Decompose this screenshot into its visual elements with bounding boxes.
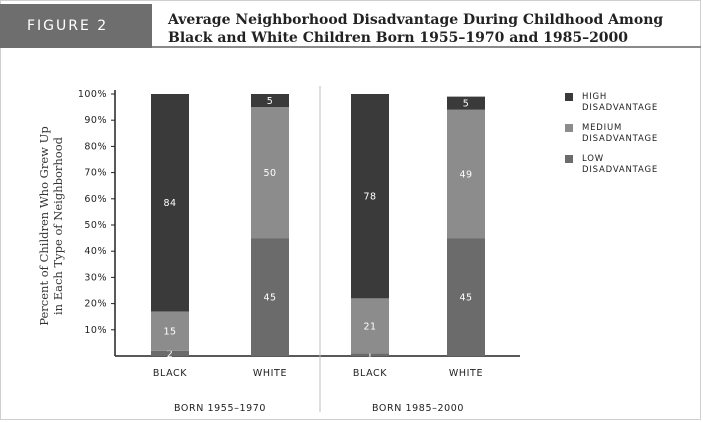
legend-item-high: HIGH DISADVANTAGE: [565, 92, 700, 114]
bar-data-label: 5: [267, 96, 274, 107]
bar-data-label: 15: [163, 327, 176, 338]
y-tick-label: 40%: [84, 246, 107, 257]
legend-item-low: LOW DISADVANTAGE: [565, 154, 700, 176]
bar-data-label: 5: [463, 99, 470, 110]
bar-segment: [251, 238, 289, 356]
x-group-label: BORN 1985–2000: [372, 403, 464, 414]
bar-data-label: 50: [263, 168, 276, 179]
bar-data-label: 78: [363, 192, 376, 203]
y-axis-title: Percent of Children Who Grew Upin Each T…: [37, 126, 65, 325]
y-tick-label: 100%: [78, 89, 107, 100]
y-tick-label: 90%: [84, 115, 107, 126]
bar-segment: [251, 107, 289, 239]
x-group-label: BORN 1955–1970: [174, 403, 266, 414]
header-rule: [152, 46, 701, 48]
bar-segment: [151, 350, 189, 356]
x-category-label: BLACK: [353, 368, 387, 379]
y-tick-label: 70%: [84, 168, 107, 179]
legend-swatch-low: [565, 155, 573, 163]
legend-swatch-high: [565, 93, 573, 101]
y-tick-label: 20%: [84, 299, 107, 310]
bar-segment: [351, 94, 389, 299]
bar-data-label: 45: [263, 293, 276, 304]
x-category-label: WHITE: [253, 368, 287, 379]
bar-segment: [447, 109, 485, 239]
bar-segment: [151, 94, 189, 312]
x-category-label: WHITE: [449, 368, 483, 379]
bar-data-label: 2: [167, 349, 174, 360]
bar-segment: [251, 94, 289, 108]
bar-segment: [351, 353, 389, 356]
legend: HIGH DISADVANTAGE MEDIUM DISADVANTAGE LO…: [565, 92, 700, 185]
bar-segment: [151, 311, 189, 351]
legend-label-medium: MEDIUM DISADVANTAGE: [582, 123, 659, 144]
y-tick-label: 30%: [84, 272, 107, 283]
bar-segment: [447, 238, 485, 356]
y-tick-label: 60%: [84, 194, 107, 205]
y-tick-label: 10%: [84, 325, 107, 336]
chart-title: Average Neighborhood Disadvantage During…: [168, 12, 664, 46]
legend-swatch-medium: [565, 124, 573, 132]
bar-data-label: 1: [367, 350, 374, 361]
legend-item-medium: MEDIUM DISADVANTAGE: [565, 123, 700, 145]
y-tick-label: 80%: [84, 141, 107, 152]
bar-data-label: 84: [163, 198, 176, 209]
figure-label: FIGURE 2: [0, 4, 152, 48]
bar-data-label: 21: [363, 321, 376, 332]
legend-label-low: LOW DISADVANTAGE: [582, 154, 659, 175]
x-category-label: BLACK: [153, 368, 187, 379]
y-tick-label: 50%: [84, 220, 107, 231]
bar-segment: [351, 298, 389, 354]
bar-data-label: 45: [459, 293, 472, 304]
bar-segment: [447, 96, 485, 110]
legend-label-high: HIGH DISADVANTAGE: [582, 92, 659, 113]
bar-data-label: 49: [459, 169, 472, 180]
